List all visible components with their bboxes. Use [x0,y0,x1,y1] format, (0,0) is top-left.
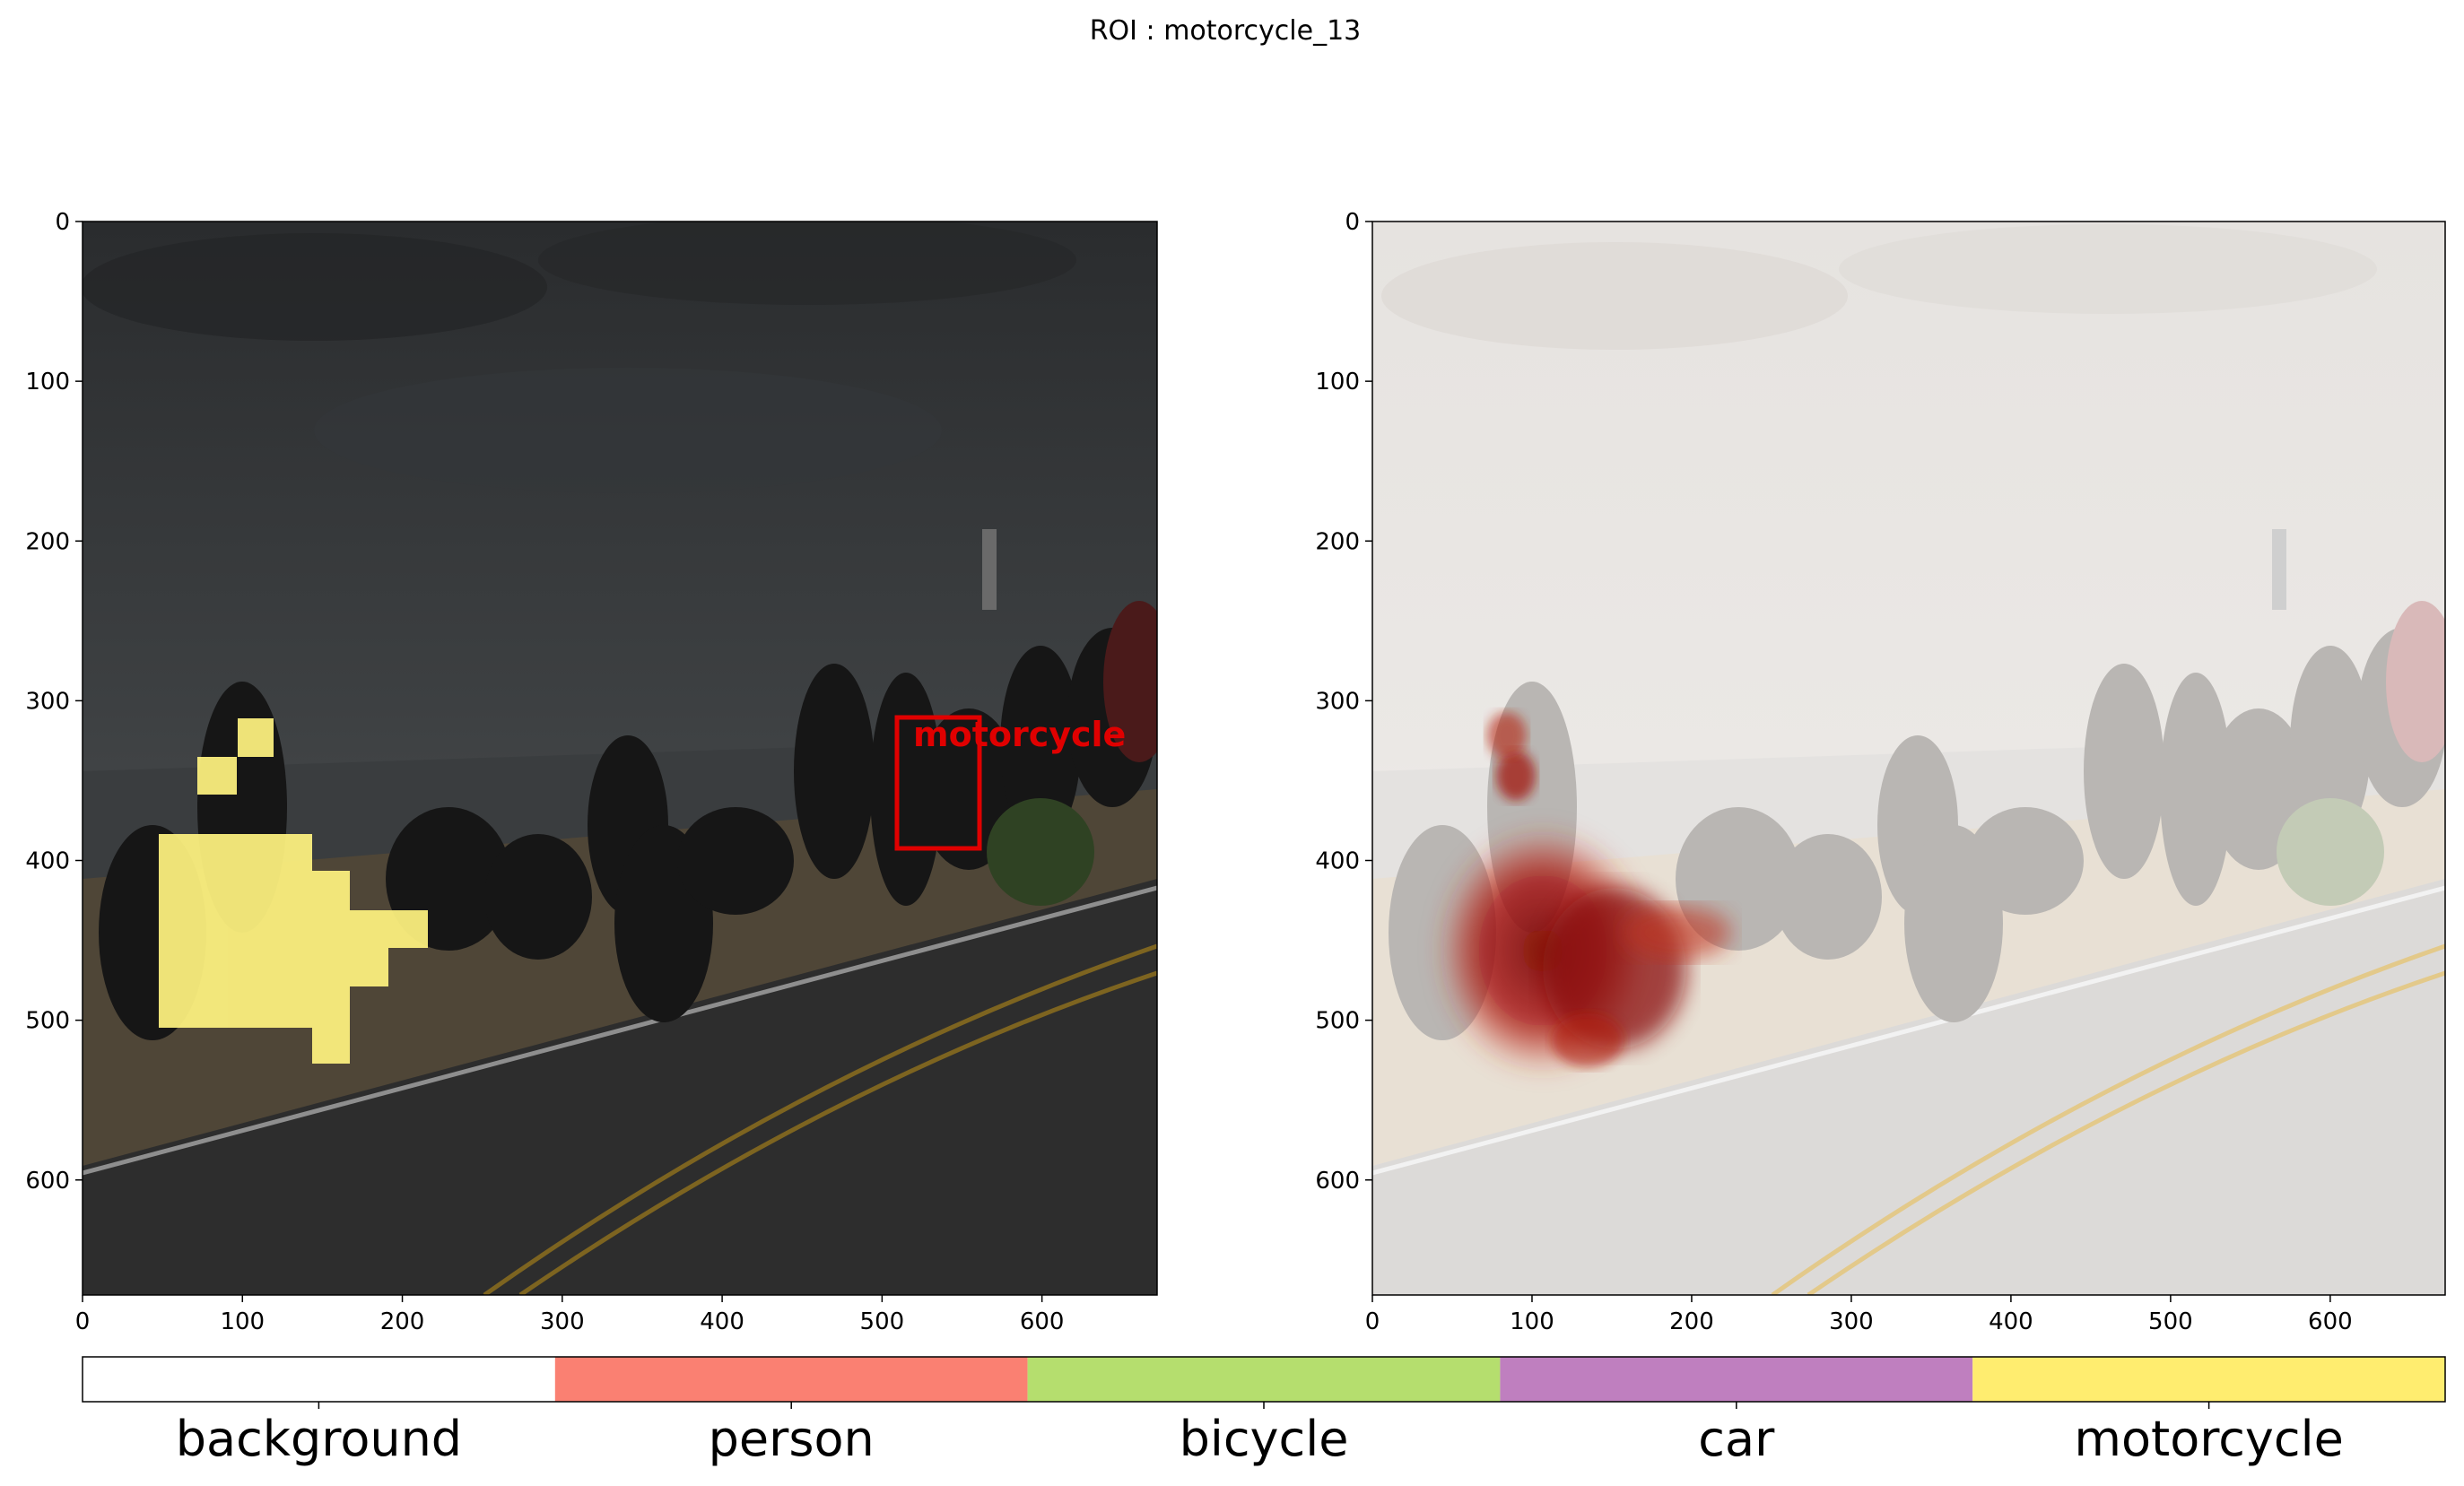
right-axes-frame [1371,221,2446,1296]
right_panel-y-tick-label: 500 [1315,1008,1360,1035]
segmentation-overlay [159,718,428,1064]
right_panel-x-tick-label: 600 [2308,1308,2353,1335]
left-y-axis: 0 100 200 300 400 500 600 [25,209,83,1195]
left-axes-frame [82,221,1158,1296]
right-image-panel: 0 100 200 300 400 500 600 0 100 200 300 400 500 600 [1315,209,2446,1335]
right_panel-x-tick-label: 0 [1365,1308,1380,1335]
right_panel-y-tick-label: 400 [1315,848,1360,875]
legend-swatch-motorcycle [1972,1357,2445,1402]
heatmap-overlay [1435,712,1731,1076]
roi-box-label: motorcycle [913,715,1126,754]
left_panel-x-tick-label: 300 [540,1308,585,1335]
right_panel-y-tick-label: 300 [1315,688,1360,715]
right_panel-x-tick-label: 300 [1829,1308,1874,1335]
left_panel-y-tick-label: 400 [25,848,70,875]
left_panel-y-tick-label: 200 [25,528,70,555]
right-x-axis: 0 100 200 300 400 500 600 [1365,1295,2353,1335]
left_panel-y-tick-label: 600 [25,1168,70,1195]
right-y-axis: 0 100 200 300 400 500 600 [1315,209,1372,1195]
left_panel-x-tick-label: 200 [380,1308,425,1335]
right_panel-x-tick-label: 200 [1669,1308,1714,1335]
right_panel-y-tick-label: 100 [1315,369,1360,395]
legend-swatch-person [554,1357,1028,1402]
left_panel-y-tick-label: 0 [55,209,70,236]
left_panel-x-tick-label: 0 [75,1308,91,1335]
legend-swatch-background [83,1357,555,1402]
legend-label-car: car [1698,1411,1775,1467]
left_panel-x-tick-label: 600 [1020,1308,1065,1335]
right_panel-y-tick-label: 0 [1345,209,1360,236]
right_panel-x-tick-label: 500 [2148,1308,2193,1335]
left_panel-y-tick-label: 300 [25,688,70,715]
roi-bounding-box [894,715,982,851]
right_panel-y-tick-label: 200 [1315,528,1360,555]
legend-label-bicycle: bicycle [1180,1411,1349,1467]
left_panel-y-tick-label: 500 [25,1008,70,1035]
left-x-axis: 0 100 200 300 400 500 600 [75,1295,1065,1335]
left_panel-y-tick-label: 100 [25,369,70,395]
left_panel-x-tick-label: 500 [860,1308,905,1335]
right_panel-x-tick-label: 400 [1989,1308,2033,1335]
left_panel-x-tick-label: 100 [220,1308,265,1335]
figure-title: ROI : motorcycle_13 [1090,15,1362,47]
right_panel-y-tick-label: 600 [1315,1168,1360,1195]
legend-swatch-car [1500,1357,1973,1402]
right-heatmap-photo [1372,222,2445,1295]
legend-label-person: person [709,1411,875,1467]
left-image-panel: motorcycle 0 100 200 300 400 500 600 0 100 200 30… [25,209,1158,1335]
legend-label-background: background [176,1411,462,1467]
class-colorbar-legend: background person bicycle car motorcycle [82,1356,2446,1467]
legend-frame [82,1356,2446,1403]
legend-label-motorcycle: motorcycle [2074,1411,2343,1467]
legend-swatch-bicycle [1027,1357,1501,1402]
right_panel-x-tick-label: 100 [1510,1308,1554,1335]
left_panel-x-tick-label: 400 [700,1308,744,1335]
left-scene-photo: motorcycle [83,222,1157,1295]
